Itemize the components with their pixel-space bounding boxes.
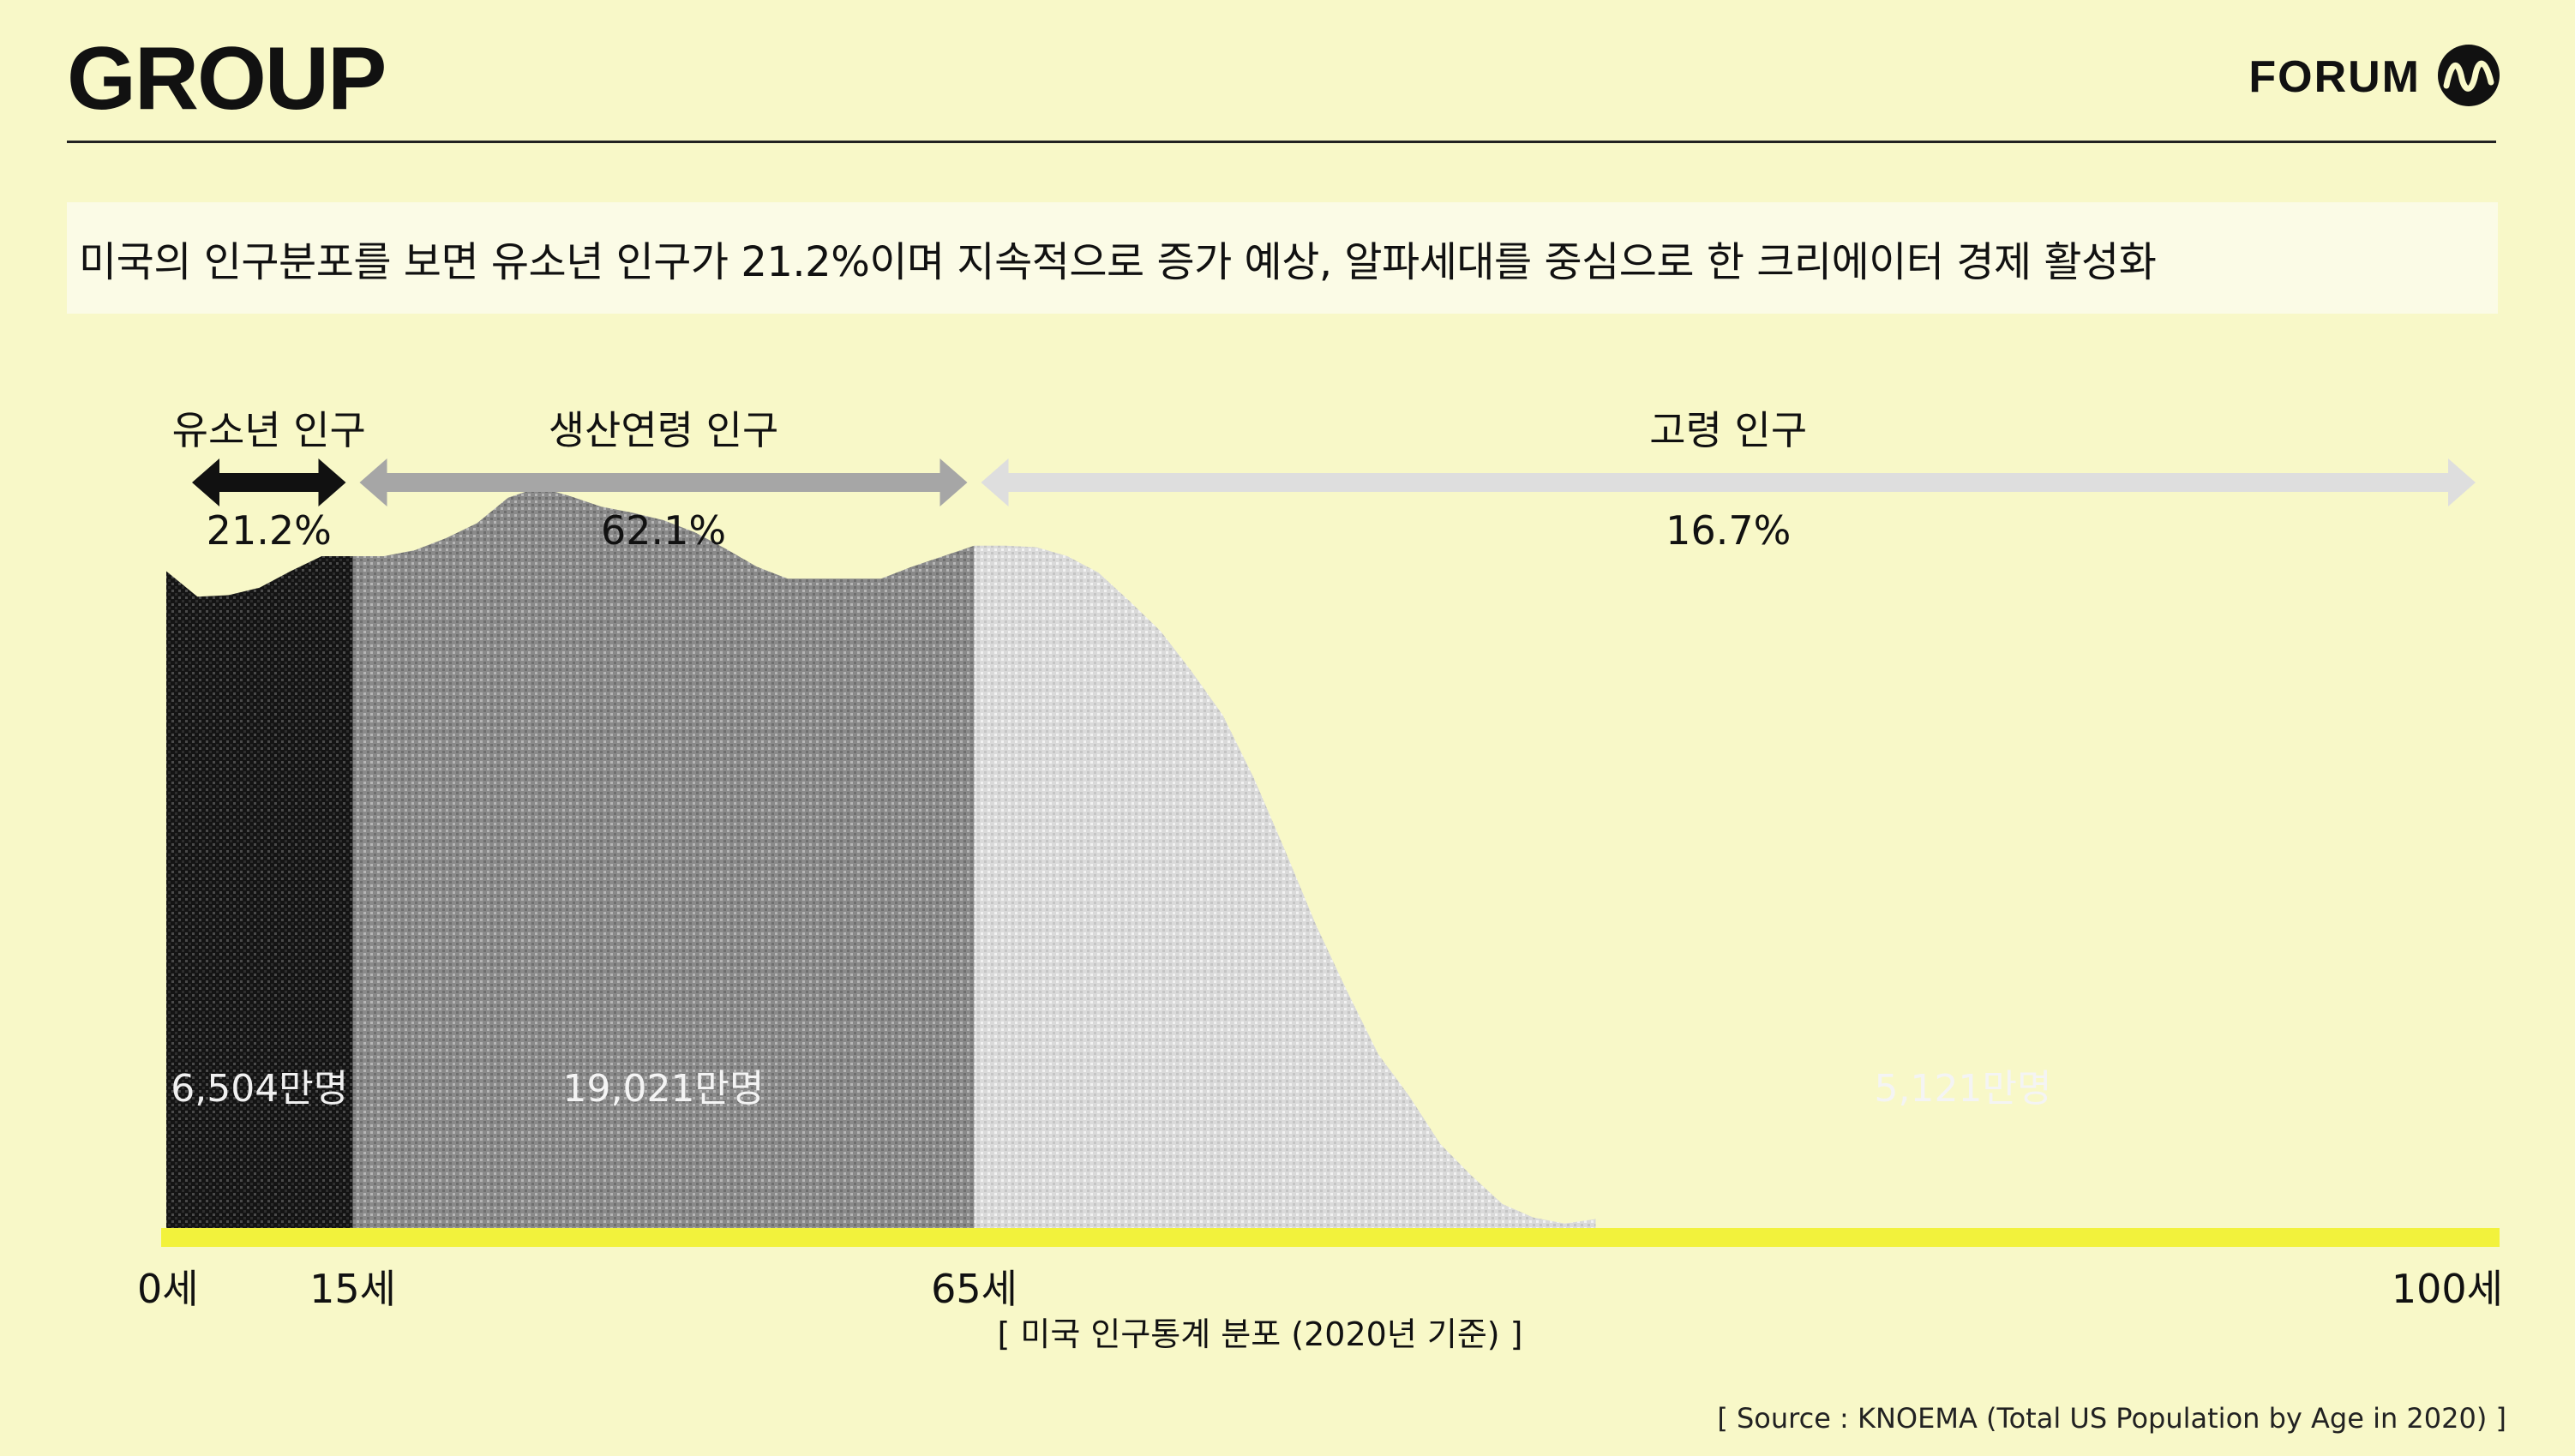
x-tick-label-2: 15세 [309, 1266, 396, 1312]
range-arrow-2 [359, 458, 968, 506]
headline-text: 미국의 인구분포를 보면 유소년 인구가 21.2%이며 지속적으로 증가 예상… [79, 238, 2157, 286]
x-tick-label-1: 0세 [137, 1266, 199, 1312]
group-total-1: 6,504만명 [171, 1067, 348, 1111]
group-name-2: 생산연령 인구 [549, 407, 779, 453]
group-share-1: 21.2% [207, 507, 332, 554]
logo-text: FORUM [2248, 52, 2421, 102]
chart-caption: [ 미국 인구통계 분포 (2020년 기준) ] [997, 1315, 1522, 1353]
group-total-3: 5,121만명 [1875, 1067, 2052, 1111]
range-arrow-3 [981, 458, 2476, 506]
forum-m-icon [2436, 43, 2501, 111]
group-name-1: 유소년 인구 [172, 407, 366, 453]
group-share-2: 62.1% [601, 507, 726, 554]
area-2 [352, 487, 975, 1228]
group-name-3: 고령 인구 [1649, 407, 1807, 453]
group-total-2: 19,021만명 [563, 1067, 765, 1111]
source-note: [ Source : KNOEMA (Total US Population b… [1717, 1402, 2506, 1435]
area-1 [166, 556, 353, 1228]
header-divider [67, 141, 2496, 143]
x-tick-label-4: 100세 [2392, 1266, 2503, 1312]
x-tick-label-3: 65세 [931, 1266, 1017, 1312]
group-share-3: 16.7% [1666, 507, 1791, 554]
area-3 [974, 545, 1596, 1228]
headline-box: 미국의 인구분포를 보면 유소년 인구가 21.2%이며 지속적으로 증가 예상… [67, 202, 2498, 314]
page-title: GROUP [67, 29, 387, 129]
chart-baseline [161, 1228, 2500, 1247]
range-arrow-1 [192, 458, 346, 506]
brand-logo: FORUM [2248, 43, 2501, 111]
